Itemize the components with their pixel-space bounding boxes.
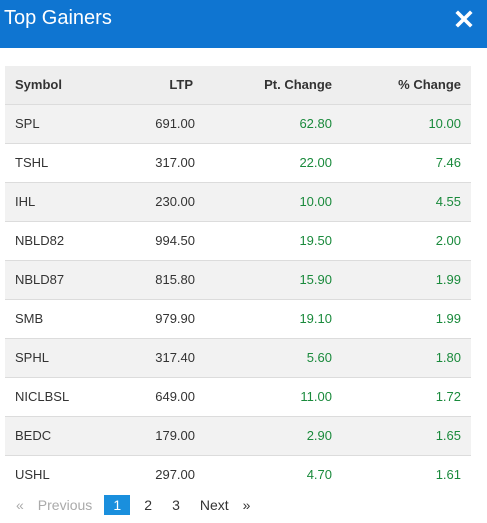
pt-change-cell: 5.60 bbox=[306, 350, 332, 365]
pct-change-cell: 1.72 bbox=[435, 389, 461, 404]
ltp-cell: 691.00 bbox=[155, 116, 195, 131]
previous-arrow: « bbox=[16, 497, 24, 513]
table-row: BEDC 179.00 2.90 1.65 bbox=[5, 416, 471, 455]
pt-change-cell: 2.90 bbox=[306, 428, 332, 443]
symbol-cell: SMB bbox=[15, 311, 44, 326]
symbol-cell: USHL bbox=[15, 467, 50, 483]
next-link[interactable]: Next bbox=[199, 497, 229, 513]
table-row: SMB 979.90 19.10 1.99 bbox=[5, 299, 471, 338]
pt-change-cell: 22.00 bbox=[299, 155, 332, 170]
pct-change-cell: 7.46 bbox=[435, 155, 461, 170]
ltp-cell: 994.50 bbox=[155, 233, 195, 248]
pagination: « Previous 1 2 3 Next » bbox=[10, 494, 254, 516]
symbol-cell: NBLD82 bbox=[15, 233, 65, 248]
symbol-cell: NICLBSL bbox=[15, 389, 70, 404]
pt-change-cell: 4.70 bbox=[306, 467, 332, 483]
pct-change-cell: 10.00 bbox=[428, 116, 461, 131]
table-row: SPHL 317.40 5.60 1.80 bbox=[5, 338, 471, 377]
previous-link: Previous bbox=[37, 497, 93, 513]
column-header-pct-change: % Change bbox=[398, 77, 461, 93]
pct-change-cell: 1.61 bbox=[435, 467, 461, 483]
pt-change-cell: 19.50 bbox=[299, 233, 332, 248]
symbol-cell: TSHL bbox=[15, 155, 49, 170]
table-row: IHL 230.00 10.00 4.55 bbox=[5, 182, 471, 221]
table-row: NBLD87 815.80 15.90 1.99 bbox=[5, 260, 471, 299]
table-row: NICLBSL 649.00 11.00 1.72 bbox=[5, 377, 471, 416]
symbol-cell: IHL bbox=[15, 194, 36, 209]
gainers-table: Symbol LTP Pt. Change % Change SPL 691.0… bbox=[5, 66, 471, 494]
pct-change-cell: 1.99 bbox=[435, 311, 461, 326]
ltp-cell: 979.90 bbox=[155, 311, 195, 326]
pct-change-cell: 1.65 bbox=[435, 428, 461, 443]
page-2-button[interactable]: 2 bbox=[144, 497, 153, 513]
modal-title: Top Gainers bbox=[4, 7, 112, 29]
close-icon[interactable] bbox=[455, 10, 473, 28]
pct-change-cell: 1.80 bbox=[435, 350, 461, 365]
ltp-cell: 179.00 bbox=[155, 428, 195, 443]
pt-change-cell: 11.00 bbox=[300, 389, 332, 404]
symbol-cell: NBLD87 bbox=[15, 272, 65, 287]
ltp-cell: 815.80 bbox=[155, 272, 195, 287]
column-header-symbol: Symbol bbox=[15, 77, 62, 93]
pt-change-cell: 10.00 bbox=[299, 194, 332, 209]
pct-change-cell: 1.99 bbox=[435, 272, 461, 287]
table-header-row: Symbol LTP Pt. Change % Change bbox=[5, 66, 471, 104]
column-header-ltp: LTP bbox=[169, 77, 193, 93]
pt-change-cell: 19.10 bbox=[299, 311, 332, 326]
gainers-table-container: Symbol LTP Pt. Change % Change SPL 691.0… bbox=[5, 66, 471, 494]
ltp-cell: 297.00 bbox=[155, 467, 195, 483]
ltp-cell: 317.40 bbox=[155, 350, 195, 365]
pct-change-cell: 2.00 bbox=[435, 233, 461, 248]
table-row: USHL 297.00 4.70 1.61 bbox=[5, 455, 471, 494]
ltp-cell: 649.00 bbox=[155, 389, 195, 404]
column-header-pt-change: Pt. Change bbox=[264, 77, 332, 93]
symbol-cell: BEDC bbox=[15, 428, 52, 443]
ltp-cell: 230.00 bbox=[155, 194, 195, 209]
ltp-cell: 317.00 bbox=[155, 155, 195, 170]
table-row: TSHL 317.00 22.00 7.46 bbox=[5, 143, 471, 182]
page-3-button[interactable]: 3 bbox=[172, 497, 180, 513]
table-row: SPL 691.00 62.80 10.00 bbox=[5, 104, 471, 143]
pt-change-cell: 62.80 bbox=[299, 116, 332, 131]
pt-change-cell: 15.90 bbox=[299, 272, 332, 287]
modal-header: Top Gainers bbox=[0, 0, 487, 48]
page-1-button[interactable]: 1 bbox=[104, 495, 131, 515]
next-arrow[interactable]: » bbox=[242, 497, 251, 513]
table-row: NBLD82 994.50 19.50 2.00 bbox=[5, 221, 471, 260]
symbol-cell: SPL bbox=[15, 116, 40, 131]
pct-change-cell: 4.55 bbox=[435, 194, 461, 209]
symbol-cell: SPHL bbox=[15, 350, 49, 365]
